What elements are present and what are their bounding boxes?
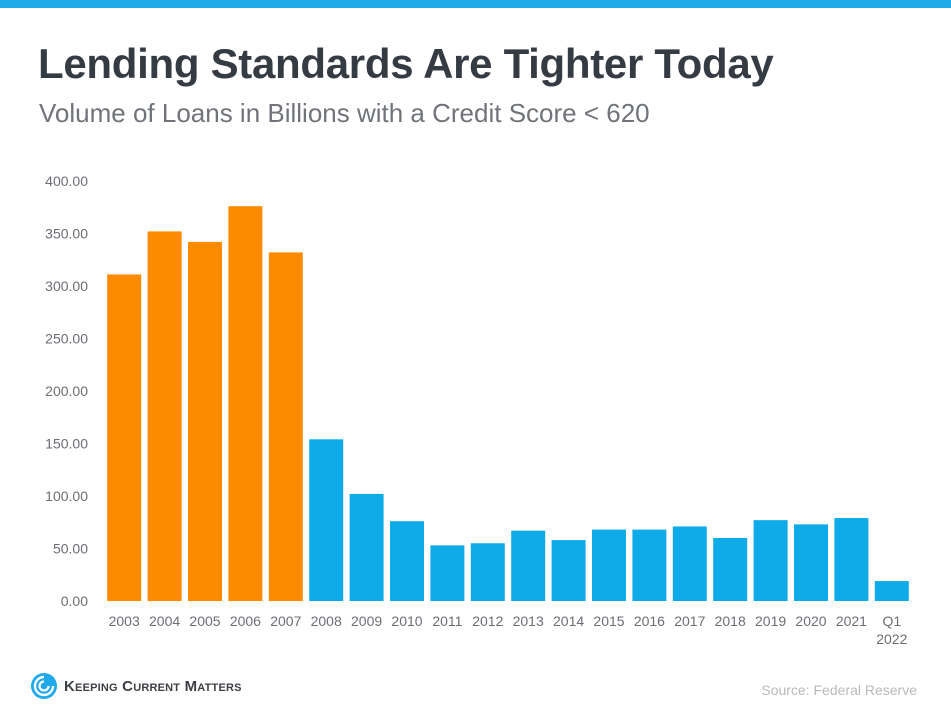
x-tick-label: 2016: [634, 613, 665, 629]
x-tick-label: 2005: [189, 613, 220, 629]
bar: [753, 520, 788, 601]
x-tick-label: 2018: [715, 613, 746, 629]
bar: [309, 439, 344, 601]
x-tick-label: 2011: [432, 613, 462, 629]
x-tick-label: 2012: [472, 613, 503, 629]
bar: [470, 543, 505, 601]
x-tick-label: 2019: [755, 613, 786, 629]
x-tick-label: 2021: [836, 613, 867, 629]
x-tick-label: 2007: [270, 613, 301, 629]
x-tick-label: 2004: [149, 613, 180, 629]
bar: [147, 231, 182, 601]
y-tick-label: 400.00: [45, 173, 88, 189]
x-tick-label: 2015: [593, 613, 624, 629]
x-tick-label: 2020: [795, 613, 826, 629]
bar: [188, 241, 222, 601]
bar: [874, 581, 909, 601]
x-tick-label: 2014: [553, 613, 584, 629]
bar: [794, 524, 828, 601]
source-note: Source: Federal Reserve: [761, 682, 917, 698]
y-tick-label: 0.00: [61, 593, 88, 609]
brand-logo: Keeping Current Matters: [30, 672, 242, 700]
page-title: Lending Standards Are Tighter Today: [38, 40, 774, 87]
x-tick-label: 2022: [876, 631, 907, 647]
bar: [268, 252, 303, 601]
bar: [632, 529, 667, 601]
bars: [107, 206, 909, 601]
x-tick-label: Q1: [882, 613, 901, 629]
bar: [713, 538, 748, 601]
bar: [551, 540, 586, 601]
y-tick-label: 350.00: [45, 226, 88, 242]
bar: [834, 518, 869, 601]
bar: [672, 526, 707, 601]
x-tick-label: 2010: [391, 613, 422, 629]
y-tick-label: 300.00: [45, 278, 88, 294]
page-subtitle: Volume of Loans in Billions with a Credi…: [39, 98, 650, 128]
y-axis: 0.00 50.00 100.00 150.00 200.00 250.00 300.00 3…: [45, 173, 88, 609]
brand-name: Keeping Current Matters: [64, 677, 242, 695]
bar: [228, 206, 263, 601]
x-axis: 2003 2004 2005 2006 2007 2008 2009 2010 2011 2012…: [109, 613, 908, 647]
y-tick-label: 100.00: [45, 488, 88, 504]
x-tick-label: 2006: [230, 613, 261, 629]
y-tick-label: 50.00: [53, 541, 88, 557]
x-tick-label: 2017: [674, 613, 705, 629]
bar: [511, 530, 546, 601]
x-tick-label: 2003: [109, 613, 140, 629]
y-tick-label: 200.00: [45, 383, 88, 399]
bar: [107, 274, 142, 601]
bar: [592, 529, 626, 601]
y-tick-label: 250.00: [45, 331, 88, 347]
bar: [349, 493, 384, 601]
top-accent-bar: [0, 0, 951, 8]
bar: [390, 521, 424, 601]
x-tick-label: 2009: [351, 613, 382, 629]
x-tick-label: 2008: [311, 613, 342, 629]
bar: [430, 545, 465, 601]
y-tick-label: 150.00: [45, 436, 88, 452]
spiral-logo-icon: [31, 673, 57, 699]
x-tick-label: 2013: [513, 613, 544, 629]
